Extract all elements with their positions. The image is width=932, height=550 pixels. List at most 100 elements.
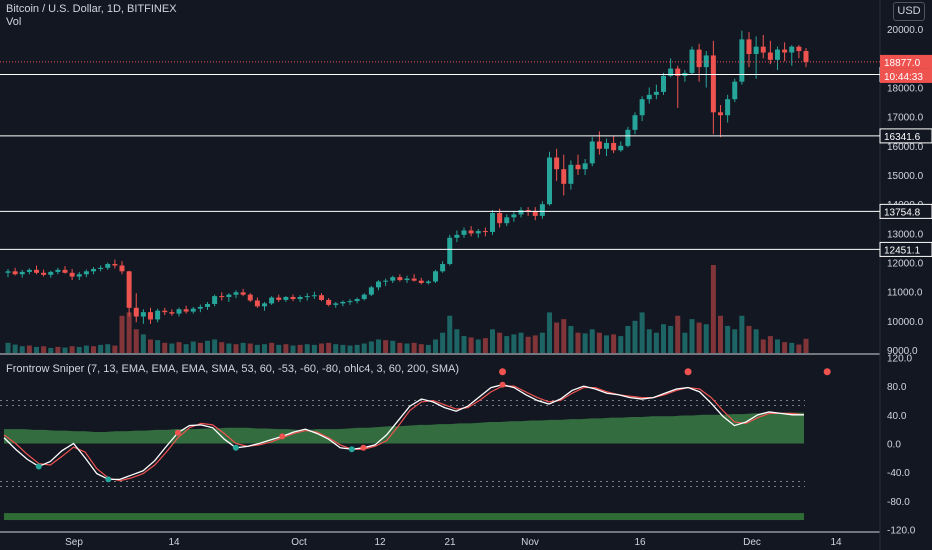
candle-body: [767, 52, 773, 60]
price-tick-label: 17000.0: [887, 113, 924, 124]
time-tick-label: 21: [444, 537, 456, 548]
volume-bar: [732, 329, 738, 353]
candle-body: [233, 292, 239, 295]
candle-body: [226, 294, 232, 297]
candle-body: [5, 271, 11, 273]
candle-body: [653, 91, 659, 95]
buy-signal-dot: [105, 476, 112, 483]
level-price-label: 13754.8: [884, 207, 921, 218]
candle-body: [76, 274, 82, 277]
candle-body: [326, 299, 332, 305]
candle-body: [725, 99, 731, 116]
candle-body: [105, 264, 111, 268]
candle-body: [12, 271, 18, 275]
volume-bar: [454, 329, 460, 353]
candle-body: [789, 46, 795, 53]
volume-bar: [397, 342, 403, 353]
volume-bar: [547, 312, 552, 353]
candle-body: [190, 308, 196, 312]
candle-body: [212, 296, 218, 304]
volume-bar: [176, 342, 182, 353]
price-tick-label: 20000.0: [887, 25, 924, 36]
candle-body: [746, 39, 752, 54]
candle-body: [247, 294, 253, 301]
volume-bar: [48, 347, 54, 353]
volume-bar: [183, 344, 189, 353]
volume-bar: [383, 340, 389, 353]
candle-body: [504, 217, 510, 224]
candle-body: [732, 81, 738, 100]
candle-body: [518, 210, 524, 215]
sell-signal-dot: [174, 429, 181, 436]
volume-bar: [746, 325, 752, 353]
volume-bar: [162, 342, 168, 353]
volume-bar: [76, 346, 82, 353]
time-tick-label: 12: [374, 537, 386, 548]
volume-bar: [368, 341, 374, 353]
time-tick-label: 14: [168, 537, 180, 548]
candle-body: [525, 210, 531, 212]
volume-bar: [525, 336, 531, 353]
candle-body: [333, 303, 339, 305]
price-tick-label: 11000.0: [887, 288, 923, 299]
candle-body: [240, 292, 246, 295]
symbol-title: Bitcoin / U.S. Dollar, 1D, BITFINEX: [6, 3, 177, 15]
candle-body: [454, 234, 460, 238]
candle-body: [254, 300, 260, 307]
candle-body: [753, 46, 759, 54]
volume-bar: [511, 334, 517, 353]
candle-body: [611, 142, 617, 151]
candle-body: [383, 280, 389, 282]
volume-bar: [247, 343, 253, 353]
candle-body: [340, 301, 346, 304]
candle-body: [119, 265, 125, 272]
volume-bar: [361, 343, 367, 353]
volume-bar: [425, 344, 431, 353]
candle-body: [304, 296, 310, 298]
volume-bar: [205, 340, 210, 353]
candle-body: [34, 269, 39, 273]
candle-body: [803, 51, 809, 62]
candle-body: [376, 281, 381, 288]
candle-body: [775, 49, 780, 60]
candle-body: [554, 157, 560, 170]
volume-bar: [653, 332, 659, 353]
candle-body: [760, 46, 766, 53]
candle-body: [639, 99, 645, 116]
volume-bar: [703, 324, 709, 353]
candle-body: [575, 164, 581, 170]
volume-bar: [41, 346, 47, 353]
volume-bar: [219, 342, 225, 353]
candle-body: [511, 214, 517, 218]
volume-bar: [767, 336, 773, 353]
candle-body: [433, 271, 438, 282]
overbought-dot: [499, 368, 507, 376]
price-tick-label: 15000.0: [887, 171, 924, 182]
volume-bar: [418, 344, 424, 353]
candle-body: [411, 278, 417, 281]
volume-bar: [254, 344, 260, 353]
candle-body: [490, 212, 495, 232]
candle-body: [568, 164, 574, 184]
candle-body: [41, 272, 47, 275]
volume-bar: [618, 336, 624, 353]
volume-bar: [55, 346, 61, 353]
candle-body: [425, 281, 431, 283]
candle-body: [368, 287, 374, 295]
currency-button[interactable]: USD: [893, 2, 925, 21]
oscillator-slow-line: [3, 385, 805, 482]
level-price-tag: [879, 241, 932, 257]
candle-body: [703, 55, 709, 68]
volume-bar: [376, 339, 381, 353]
oscillator-tick-label: -80.0: [887, 497, 910, 508]
oscillator-tick-label: 40.0: [887, 411, 907, 422]
time-tick-label: Sep: [65, 537, 83, 548]
volume-bar: [497, 332, 503, 353]
volume-bar: [739, 315, 745, 353]
volume-bar: [98, 344, 104, 353]
candle-body: [55, 269, 61, 272]
volume-bar: [447, 315, 453, 353]
sell-signal-dot: [360, 444, 367, 451]
candle-body: [91, 268, 96, 272]
